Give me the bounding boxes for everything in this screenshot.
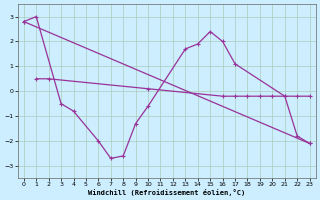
X-axis label: Windchill (Refroidissement éolien,°C): Windchill (Refroidissement éolien,°C) (88, 189, 245, 196)
